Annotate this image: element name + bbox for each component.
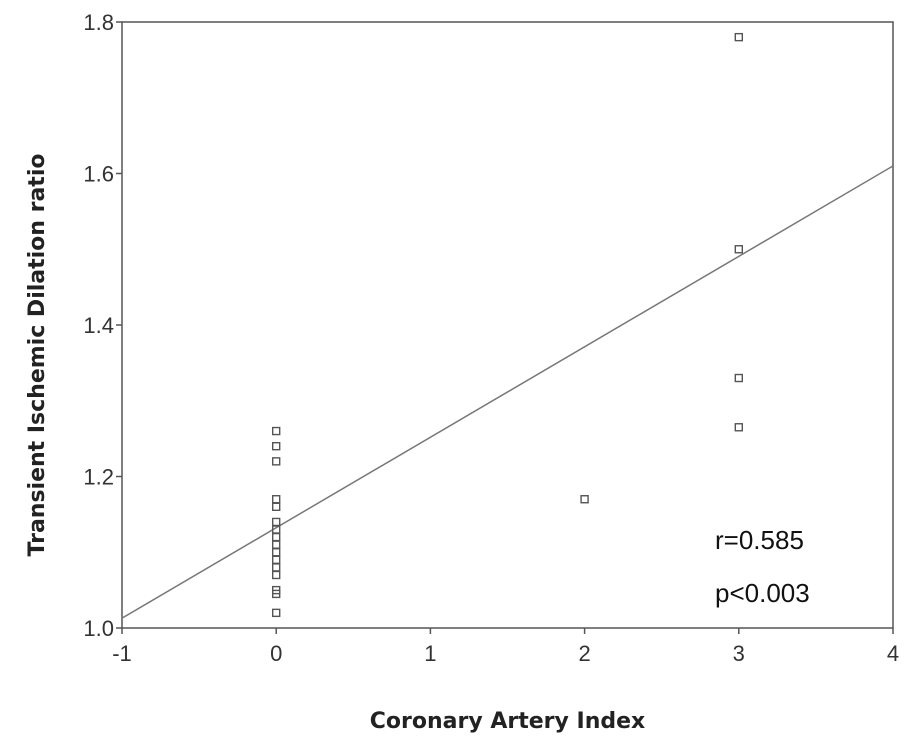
- data-point: [272, 442, 281, 451]
- x-tick-label: 3: [733, 641, 745, 666]
- y-tick-label: 1.8: [83, 10, 114, 35]
- y-tick-label: 1.4: [83, 313, 114, 338]
- y-tick-label: 1.6: [83, 162, 114, 187]
- x-axis: -1 0 1 2 3 4: [112, 628, 899, 666]
- data-point: [734, 245, 743, 254]
- trend-line: [121, 165, 894, 619]
- x-tick-label: 1: [424, 641, 436, 666]
- data-point: [272, 457, 281, 466]
- data-point: [272, 426, 281, 436]
- data-point: [272, 563, 281, 572]
- data-point: [580, 495, 589, 504]
- y-axis-title: Transient Ischemic Dilation ratio: [25, 154, 50, 557]
- correlation-annotation: r=0.585: [715, 525, 804, 555]
- y-axis: 1.0 1.2 1.4 1.6 1.8: [83, 10, 122, 641]
- p-value-annotation: p<0.003: [715, 578, 810, 608]
- data-point: [272, 608, 281, 618]
- data-point: [272, 589, 281, 599]
- data-point: [272, 532, 281, 542]
- data-point: [272, 495, 281, 504]
- data-points: [272, 32, 743, 618]
- y-tick-label: 1.2: [83, 465, 114, 490]
- data-point: [272, 570, 281, 580]
- x-axis-title: Coronary Artery Index: [370, 709, 645, 734]
- x-tick-label: 0: [270, 641, 282, 666]
- x-tick-label: -1: [112, 641, 132, 666]
- data-point: [734, 32, 743, 42]
- data-point: [272, 548, 281, 557]
- data-point: [272, 502, 281, 511]
- data-point: [734, 423, 743, 432]
- data-point: [734, 373, 743, 383]
- data-point: [272, 540, 281, 549]
- x-tick-label: 4: [887, 641, 899, 666]
- y-tick-label: 1.0: [83, 616, 114, 641]
- x-tick-label: 2: [578, 641, 590, 666]
- data-point: [272, 517, 281, 527]
- data-point: [272, 555, 281, 565]
